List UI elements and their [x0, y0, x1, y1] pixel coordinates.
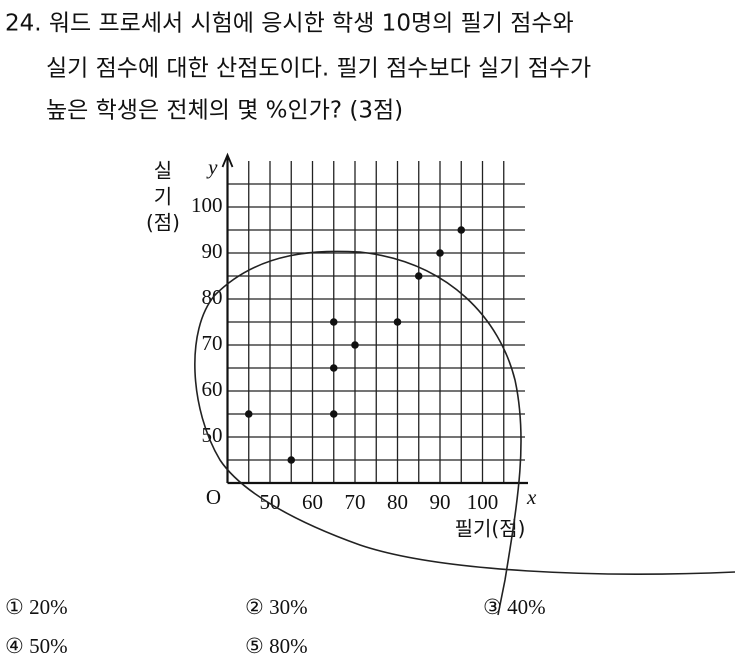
y-tick-label: 60 — [202, 377, 223, 401]
scatter-point — [457, 226, 466, 234]
scatter-point — [329, 318, 338, 326]
x-tick-label: 50 — [260, 490, 281, 514]
choice[interactable]: ④ 50% — [5, 634, 68, 658]
y-tick-label: 70 — [202, 331, 223, 355]
y-tick-label: 50 — [202, 423, 223, 447]
axis-letter: y — [206, 155, 218, 179]
x-tick-label: 60 — [302, 490, 323, 514]
question-line: 실기 점수에 대한 산점도이다. 필기 점수보다 실기 점수가 — [46, 56, 591, 82]
question-line: 높은 학생은 전체의 몇 %인가? (3점) — [46, 98, 403, 124]
axis-letter: x — [526, 485, 537, 509]
scatter-point — [329, 364, 338, 372]
y-axis-label: 실 — [154, 159, 172, 183]
y-tick-label: 100 — [191, 193, 223, 217]
choice[interactable]: ② 30% — [245, 595, 308, 619]
x-tick-label: 90 — [430, 490, 451, 514]
scatter-point — [244, 410, 253, 418]
x-tick-label: 100 — [467, 490, 499, 514]
scatter-point — [393, 318, 402, 326]
x-tick-label: 80 — [387, 490, 408, 514]
choice[interactable]: ① 20% — [5, 595, 68, 619]
axis-arrow — [221, 152, 234, 168]
y-axis-label: 기 — [154, 185, 172, 209]
origin-label: O — [206, 485, 221, 509]
hand-drawn-curve — [194, 250, 735, 616]
scatter-point — [414, 272, 423, 280]
choice[interactable]: ③ 40% — [483, 595, 546, 619]
scatter-point — [329, 410, 338, 418]
y-tick-label: 90 — [202, 239, 223, 263]
x-tick-label: 70 — [345, 490, 366, 514]
scatter-point — [287, 456, 296, 464]
y-tick-label: 80 — [202, 285, 223, 309]
scatter-point — [351, 341, 359, 349]
y-axis-label: (점) — [146, 211, 180, 235]
choice[interactable]: ⑤ 80% — [245, 634, 308, 658]
question-line: 24. 워드 프로세서 시험에 응시한 학생 10명의 필기 점수와 — [5, 11, 574, 37]
scatter-point — [436, 249, 444, 257]
